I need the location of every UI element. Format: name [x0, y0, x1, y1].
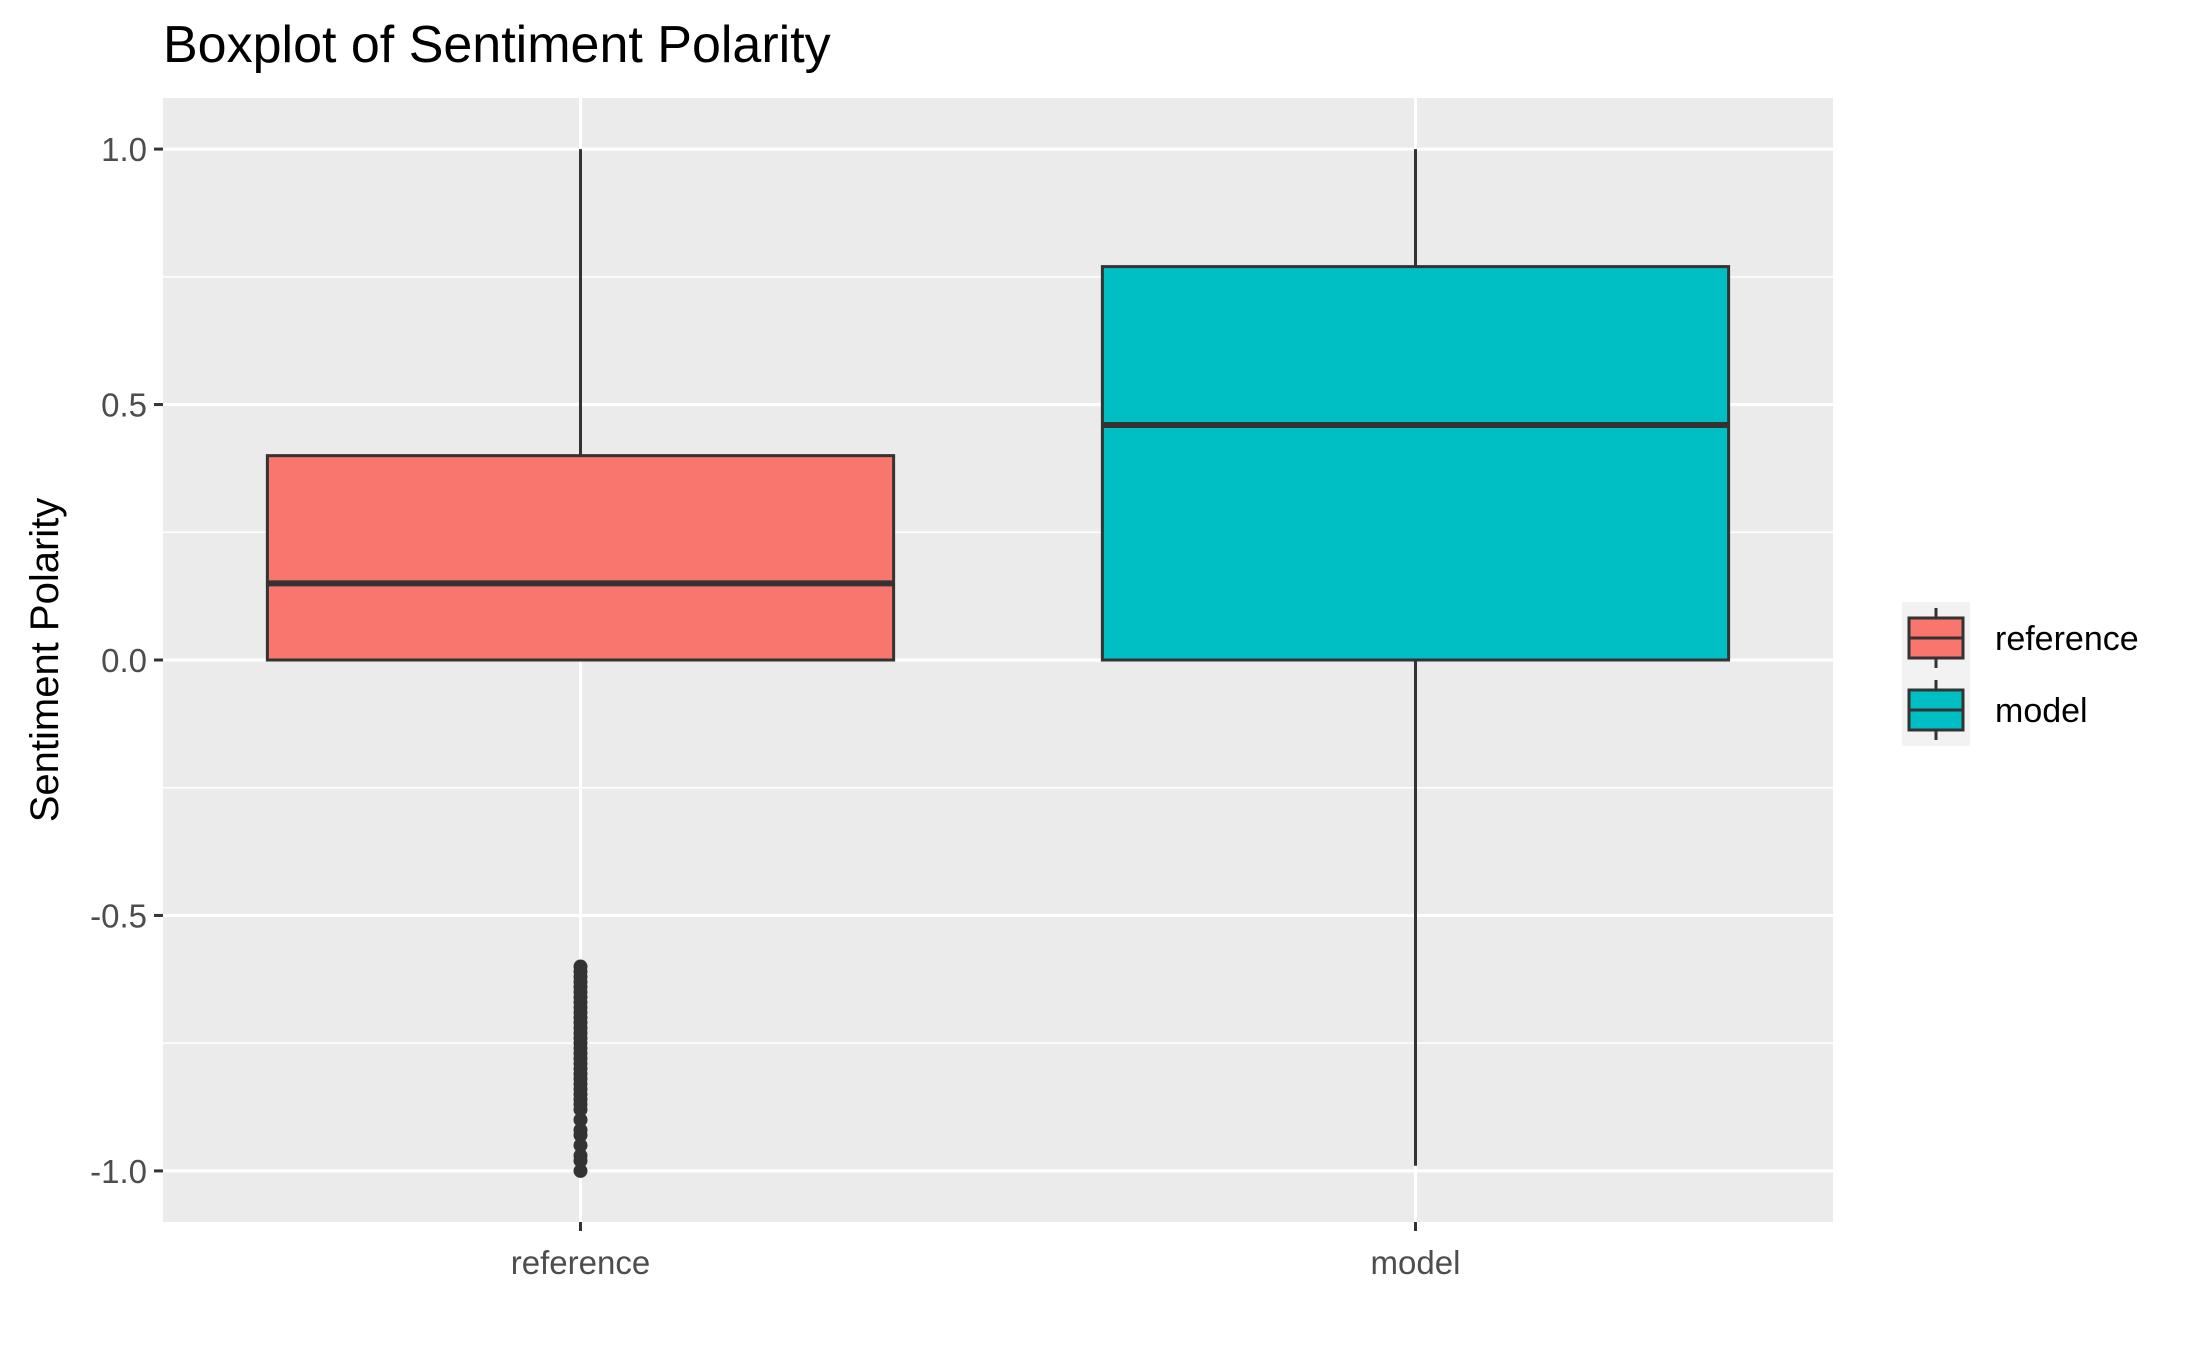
y-tick-label: 0.0: [101, 642, 147, 679]
chart-title: Boxplot of Sentiment Polarity: [163, 16, 831, 74]
legend-label: reference: [1995, 620, 2139, 658]
box-reference: [265, 149, 896, 1178]
box-rect: [265, 454, 896, 662]
outlier-point: [573, 1112, 588, 1127]
box-model: [1100, 149, 1731, 1166]
legend-label: model: [1995, 692, 2088, 730]
outlier-point: [573, 1102, 588, 1117]
x-tick-label: reference: [511, 1244, 650, 1281]
y-axis-label: Sentiment Polarity: [23, 498, 67, 823]
legend-item-reference: reference: [1902, 602, 2139, 674]
y-tick-label: 0.5: [101, 387, 147, 424]
outlier-point: [573, 1153, 588, 1168]
outlier-point: [573, 1138, 588, 1153]
box-rect: [1100, 265, 1731, 662]
x-tick-label: model: [1371, 1244, 1461, 1281]
legend: reference model: [1902, 602, 2139, 746]
outlier-point: [573, 1128, 588, 1143]
y-tick-label: -1.0: [90, 1153, 147, 1190]
legend-item-model: model: [1902, 674, 2088, 746]
y-tick-label: 1.0: [101, 131, 147, 168]
boxes-layer: [265, 149, 1731, 1178]
y-axis: 1.0 0.5 0.0 -0.5 -1.0: [90, 131, 163, 1190]
y-tick-label: -0.5: [90, 897, 147, 934]
x-axis: reference model: [511, 1222, 1461, 1281]
outlier-point: [573, 1163, 588, 1178]
